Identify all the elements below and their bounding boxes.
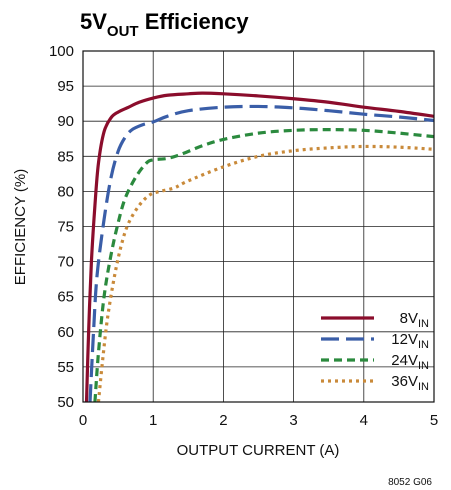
y-tick-label: 65 — [57, 289, 74, 306]
y-tick-label: 50 — [57, 394, 74, 411]
series-line-36v-in — [96, 144, 435, 403]
series-line-8v-in — [84, 91, 435, 403]
x-tick-label: 3 — [289, 412, 297, 429]
x-axis-title: OUTPUT CURRENT (A) — [177, 442, 340, 459]
x-tick-labels: 0 1 2 3 4 5 — [79, 412, 438, 429]
chart-title-rest: Efficiency — [139, 9, 250, 34]
legend-label-sub: IN — [418, 360, 429, 372]
y-tick-label: 85 — [57, 148, 74, 165]
y-tick-label: 55 — [57, 359, 74, 376]
y-tick-label: 90 — [57, 113, 74, 130]
series-line-12v-in — [88, 104, 435, 403]
legend-label: 8VIN — [400, 310, 429, 330]
series-lines — [84, 91, 435, 403]
y-tick-label: 70 — [57, 254, 74, 271]
series-line-24v-in — [93, 128, 435, 403]
x-tick-label: 5 — [430, 412, 438, 429]
y-tick-label: 95 — [57, 78, 74, 95]
figure-id: 8052 G06 — [388, 477, 432, 488]
y-tick-labels: 100 95 90 85 80 75 70 65 60 55 50 — [49, 43, 74, 411]
y-tick-label: 75 — [57, 219, 74, 236]
x-tick-label: 1 — [149, 412, 157, 429]
legend-label: 12VIN — [391, 331, 429, 351]
legend-label-sub: IN — [418, 318, 429, 330]
legend-label-sub: IN — [418, 339, 429, 351]
x-tick-label: 2 — [219, 412, 227, 429]
y-tick-label: 80 — [57, 183, 74, 200]
y-axis-title: EFFICIENCY (%) — [12, 169, 29, 285]
y-tick-label: 60 — [57, 324, 74, 341]
legend-label-main: 8V — [400, 310, 418, 327]
legend-label-sub: IN — [418, 381, 429, 393]
x-tick-label: 0 — [79, 412, 87, 429]
chart-title-sub: OUT — [107, 23, 139, 40]
legend-label: 24VIN — [391, 352, 429, 372]
plot-frame — [82, 50, 435, 403]
y-tick-label: 100 — [49, 43, 74, 60]
x-tick-label: 4 — [360, 412, 368, 429]
chart-title: 5VOUT Efficiency — [80, 9, 249, 40]
legend-label-main: 24V — [391, 352, 418, 369]
legend-label-main: 12V — [391, 331, 418, 348]
chart-title-main: 5V — [80, 9, 107, 34]
legend-label: 36VIN — [391, 373, 429, 393]
legend-label-main: 36V — [391, 373, 418, 390]
